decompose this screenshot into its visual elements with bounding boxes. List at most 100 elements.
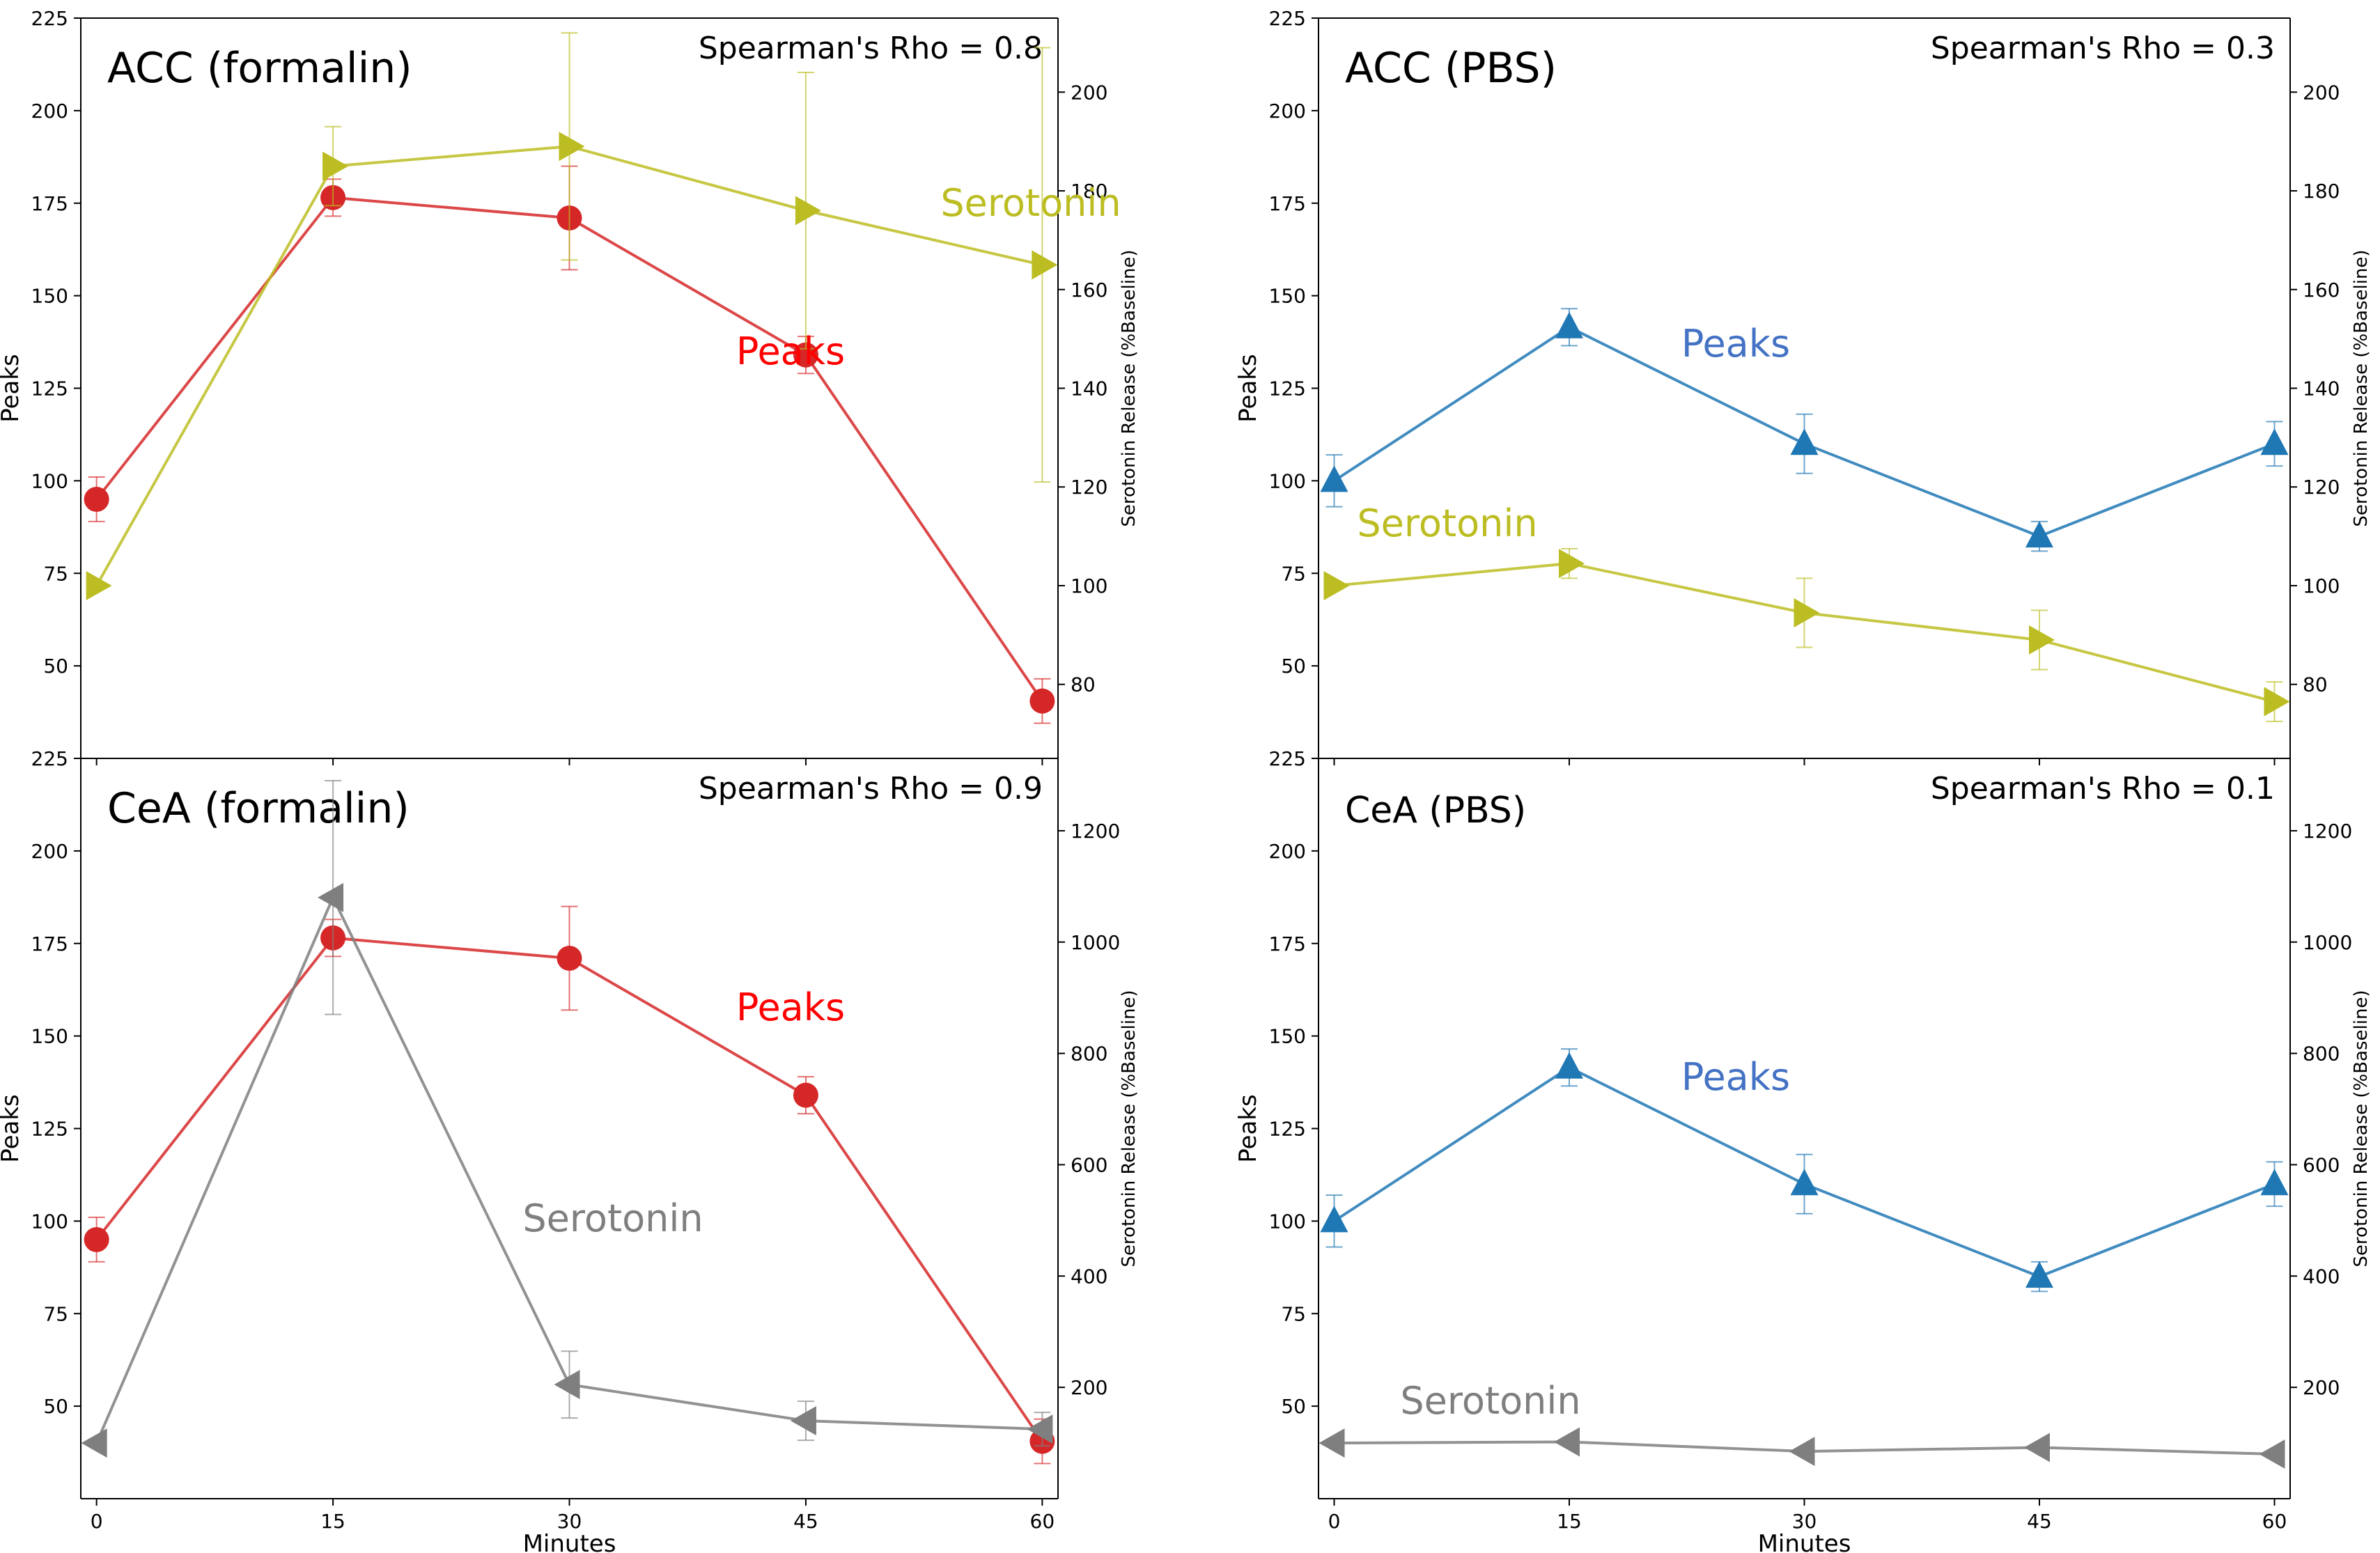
data-point (1789, 1437, 1815, 1467)
series-serotonin (81, 779, 1053, 1458)
left-y-tick-label: 200 (1269, 840, 1306, 863)
left-y-tick-label: 175 (31, 932, 68, 955)
data-point (2024, 1433, 2050, 1462)
right-y-tick-label: 1200 (1071, 820, 1120, 843)
left-y-tick-label: 175 (1269, 192, 1306, 215)
left-y-tick-label: 175 (31, 192, 68, 215)
left-y-axis-label: Peaks (1234, 354, 1262, 422)
data-point (1554, 1427, 1580, 1457)
right-y-tick-label: 1000 (2303, 931, 2352, 954)
data-point (1559, 549, 1585, 579)
data-point (1794, 598, 1820, 627)
right-y-tick-label: 180 (2303, 180, 2340, 203)
series-label-peaks: Peaks (736, 985, 845, 1029)
data-point (322, 151, 349, 181)
data-point (1027, 1414, 1053, 1444)
data-point (2260, 428, 2289, 455)
data-point (554, 1370, 580, 1400)
left-y-tick-label: 175 (1269, 932, 1306, 955)
panel-title: ACC (formalin) (107, 44, 412, 93)
right-y-tick-label: 200 (1071, 81, 1107, 104)
left-y-tick-label: 150 (1269, 1025, 1306, 1048)
spearman-stat: Spearman's Rho = 0.8 (699, 31, 1043, 66)
chart-panel-3: 5075100125150175200225200400600800100012… (0, 747, 1140, 1553)
data-point (2259, 1439, 2285, 1469)
series-label-serotonin: Serotonin (522, 1196, 703, 1240)
left-y-tick-label: 75 (1281, 562, 1306, 585)
right-y-tick-label: 200 (1071, 1376, 1107, 1399)
data-point (1320, 1205, 1348, 1233)
x-axis-label: Minutes (1758, 1530, 1851, 1553)
left-y-tick-label: 125 (1269, 1118, 1306, 1141)
data-point (84, 1226, 109, 1252)
series-peaks (1320, 1048, 2289, 1293)
right-y-axis-label: Serotonin Release (%Baseline) (2351, 990, 2372, 1267)
right-y-tick-label: 200 (2303, 81, 2340, 104)
series-line (95, 196, 1044, 702)
left-y-tick-label: 225 (1269, 747, 1306, 770)
data-point (793, 1082, 818, 1108)
x-tick-label: 60 (1030, 1510, 1055, 1533)
panel-title: CeA (formalin) (107, 784, 410, 833)
left-y-axis-label: Peaks (0, 354, 24, 422)
data-point (1032, 250, 1058, 280)
right-y-tick-label: 200 (2303, 1376, 2340, 1399)
panel-title: ACC (PBS) (1345, 44, 1557, 93)
left-y-tick-label: 225 (31, 7, 68, 30)
right-y-tick-label: 600 (2303, 1153, 2340, 1176)
x-tick-label: 60 (2262, 1510, 2287, 1533)
left-y-tick-label: 75 (43, 562, 68, 585)
right-y-axis-label: Serotonin Release (%Baseline) (1119, 249, 1140, 526)
data-point (1029, 688, 1055, 714)
data-point (1320, 465, 1348, 492)
data-point (2029, 625, 2055, 655)
spearman-stat: Spearman's Rho = 0.3 (1931, 31, 2275, 66)
series-peaks (1320, 308, 2289, 552)
data-point (1323, 570, 1350, 600)
series-label-serotonin: Serotonin (940, 181, 1121, 225)
right-y-tick-label: 400 (2303, 1265, 2340, 1288)
data-point (1790, 428, 1819, 455)
series-serotonin (1323, 547, 2290, 722)
series-label-peaks: Peaks (1681, 1055, 1790, 1099)
left-y-tick-label: 150 (1269, 285, 1306, 308)
spearman-stat: Spearman's Rho = 0.9 (699, 771, 1043, 806)
panel-title: CeA (PBS) (1345, 790, 1526, 832)
data-point (790, 1406, 816, 1436)
series-label-peaks: Peaks (736, 329, 845, 373)
left-y-tick-label: 100 (31, 1210, 68, 1233)
data-point (1790, 1169, 1819, 1196)
left-y-tick-label: 75 (1281, 1302, 1306, 1325)
data-point (795, 196, 821, 226)
series-serotonin (86, 32, 1058, 600)
left-y-tick-label: 50 (1281, 1395, 1306, 1418)
left-y-tick-label: 225 (1269, 7, 1306, 30)
left-y-tick-label: 50 (43, 1395, 68, 1418)
left-y-tick-label: 100 (1269, 1210, 1306, 1233)
left-y-tick-label: 200 (31, 100, 68, 123)
right-y-tick-label: 140 (2303, 377, 2340, 400)
left-y-tick-label: 125 (31, 1118, 68, 1141)
left-y-tick-label: 100 (31, 469, 68, 492)
series-peaks (84, 905, 1055, 1465)
right-y-tick-label: 160 (2303, 279, 2340, 302)
left-y-tick-label: 150 (31, 285, 68, 308)
series-label-serotonin: Serotonin (1400, 1379, 1580, 1423)
right-y-tick-label: 100 (1071, 575, 1107, 598)
right-y-axis-label: Serotonin Release (%Baseline) (1119, 990, 1140, 1267)
right-y-tick-label: 600 (1071, 1153, 1107, 1176)
spearman-stat: Spearman's Rho = 0.1 (1931, 771, 2275, 806)
chart-panel-4: 5075100125150175200225200400600800100012… (1234, 747, 2372, 1553)
left-y-axis-label: Peaks (0, 1094, 24, 1162)
x-tick-label: 30 (1792, 1510, 1817, 1533)
left-y-tick-label: 50 (43, 655, 68, 678)
right-y-tick-label: 80 (1071, 673, 1096, 696)
data-point (2025, 521, 2053, 548)
left-y-axis-label: Peaks (1234, 1094, 1262, 1162)
data-point (1555, 1052, 1583, 1079)
right-y-tick-label: 100 (2303, 575, 2340, 598)
left-y-tick-label: 50 (1281, 655, 1306, 678)
data-point (2260, 1169, 2289, 1196)
right-y-tick-label: 140 (1071, 377, 1107, 400)
